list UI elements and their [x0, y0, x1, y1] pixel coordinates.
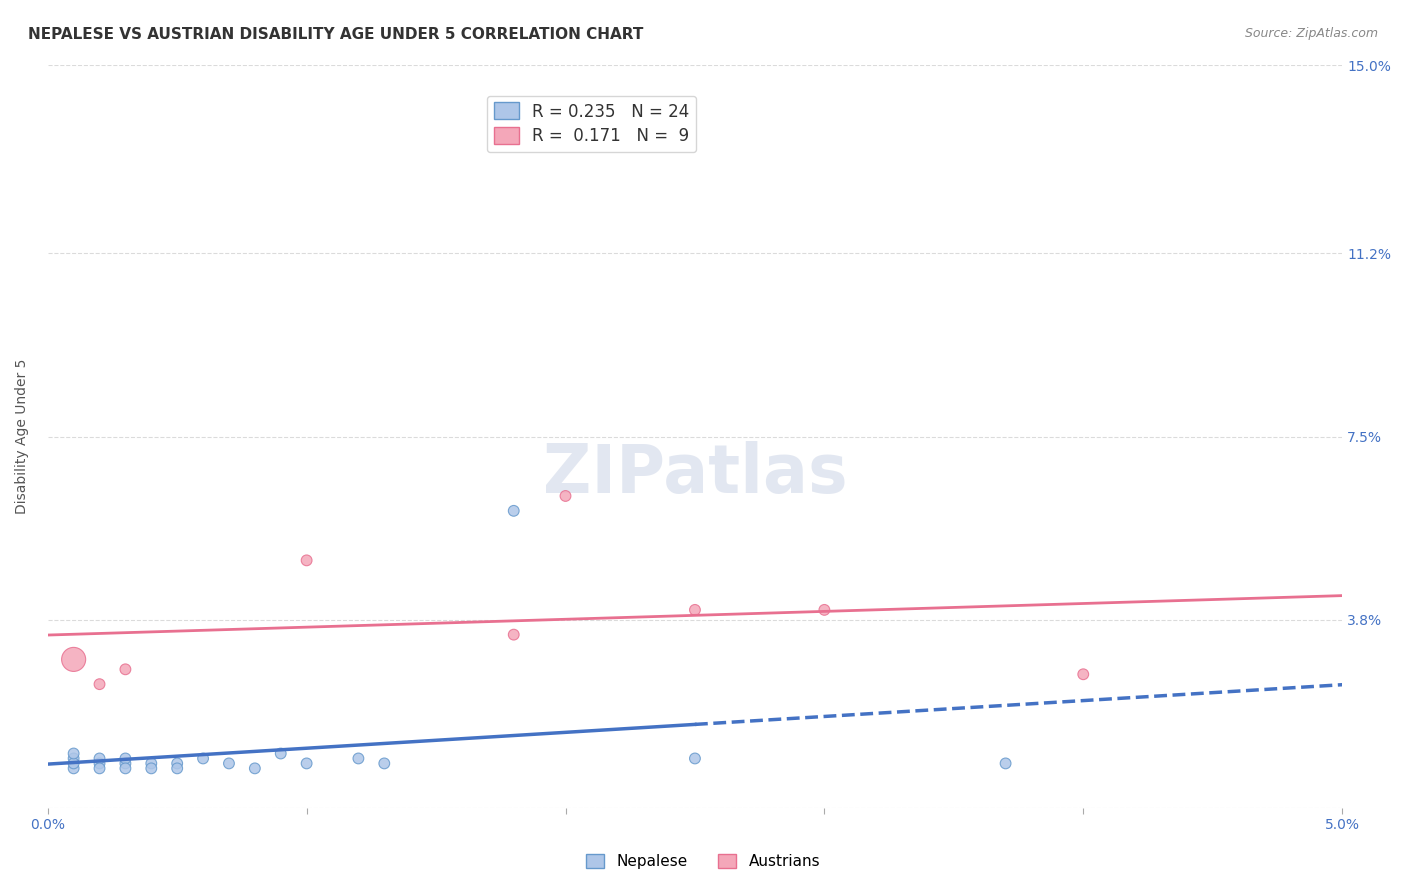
Point: [166, 756, 188, 771]
Point: [141, 761, 163, 775]
Point: [683, 751, 706, 765]
Legend: R = 0.235   N = 24, R =  0.171   N =  9: R = 0.235 N = 24, R = 0.171 N = 9: [486, 95, 696, 152]
Point: [166, 761, 188, 775]
Point: [813, 603, 835, 617]
Point: [62, 761, 84, 775]
Point: [373, 756, 395, 771]
Point: [141, 756, 163, 771]
Point: [270, 747, 292, 761]
Point: [295, 756, 318, 771]
Point: [683, 603, 706, 617]
Text: NEPALESE VS AUSTRIAN DISABILITY AGE UNDER 5 CORRELATION CHART: NEPALESE VS AUSTRIAN DISABILITY AGE UNDE…: [28, 27, 644, 42]
Point: [994, 756, 1017, 771]
Point: [62, 751, 84, 765]
Point: [89, 677, 111, 691]
Point: [1071, 667, 1094, 681]
Point: [502, 504, 524, 518]
Text: Source: ZipAtlas.com: Source: ZipAtlas.com: [1244, 27, 1378, 40]
Text: ZIPatlas: ZIPatlas: [543, 441, 848, 507]
Point: [347, 751, 370, 765]
Point: [502, 627, 524, 641]
Y-axis label: Disability Age Under 5: Disability Age Under 5: [15, 359, 30, 514]
Legend: Nepalese, Austrians: Nepalese, Austrians: [579, 848, 827, 875]
Point: [89, 751, 111, 765]
Point: [114, 756, 136, 771]
Point: [295, 553, 318, 567]
Point: [114, 751, 136, 765]
Point: [554, 489, 576, 503]
Point: [114, 761, 136, 775]
Point: [89, 761, 111, 775]
Point: [243, 761, 266, 775]
Point: [218, 756, 240, 771]
Point: [191, 751, 214, 765]
Point: [62, 756, 84, 771]
Point: [62, 652, 84, 666]
Point: [114, 662, 136, 676]
Point: [89, 756, 111, 771]
Point: [62, 747, 84, 761]
